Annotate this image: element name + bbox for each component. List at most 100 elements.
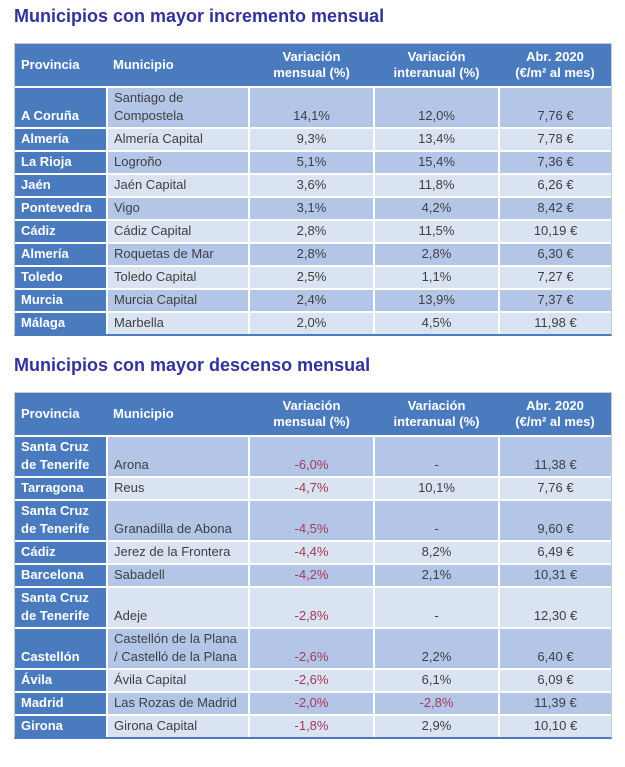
municipio-cell: Jaén Capital bbox=[106, 173, 250, 198]
section-incremento: Municipios con mayor incremento mensual … bbox=[14, 5, 612, 336]
descenso-table: Provincia Municipio Variación mensual (%)… bbox=[15, 393, 611, 737]
variacion-interanual-cell: 2,9% bbox=[373, 714, 500, 737]
variacion-mensual-cell: 2,0% bbox=[248, 311, 375, 334]
provincia-cell: Almería bbox=[15, 127, 108, 152]
table-row: Almería Almería Capital 9,3% 13,4% 7,78 … bbox=[15, 127, 611, 152]
variacion-interanual-cell: 11,8% bbox=[373, 173, 500, 198]
section-title-incremento: Municipios con mayor incremento mensual bbox=[14, 6, 385, 26]
col-header-variacion-mensual: Variación mensual (%) bbox=[249, 44, 374, 87]
variacion-mensual-cell: -2,0% bbox=[248, 691, 375, 716]
table-row: Tarragona Reus -4,7% 10,1% 7,76 € bbox=[15, 476, 611, 501]
provincia-cell: Girona bbox=[15, 714, 108, 737]
table-row: Cádiz Jerez de la Frontera -4,4% 8,2% 6,… bbox=[15, 540, 611, 565]
provincia-cell: Pontevedra bbox=[15, 196, 108, 221]
precio-cell: 7,76 € bbox=[498, 86, 611, 129]
col-header-interanual-line2: interanual (%) bbox=[393, 65, 480, 80]
variacion-interanual-cell: -2,8% bbox=[373, 691, 500, 716]
precio-cell: 10,10 € bbox=[498, 714, 611, 737]
table-row: Ávila Ávila Capital -2,6% 6,1% 6,09 € bbox=[15, 668, 611, 693]
precio-cell: 7,37 € bbox=[498, 288, 611, 313]
col-header-interanual-line2: interanual (%) bbox=[393, 414, 480, 429]
variacion-interanual-cell: 2,8% bbox=[373, 242, 500, 267]
precio-cell: 6,40 € bbox=[498, 627, 611, 670]
header-row: Provincia Municipio Variación mensual (%)… bbox=[15, 393, 611, 436]
municipio-cell: Granadilla de Abona bbox=[106, 499, 250, 542]
provincia-cell: Castellón bbox=[15, 627, 108, 670]
variacion-mensual-cell: -1,8% bbox=[248, 714, 375, 737]
variacion-interanual-cell: 11,5% bbox=[373, 219, 500, 244]
precio-cell: 7,76 € bbox=[498, 476, 611, 501]
precio-cell: 7,78 € bbox=[498, 127, 611, 152]
precio-cell: 10,19 € bbox=[498, 219, 611, 244]
table-row: Santa Cruz de Tenerife Arona -6,0% - 11,… bbox=[15, 435, 611, 478]
variacion-interanual-cell: 8,2% bbox=[373, 540, 500, 565]
provincia-cell: Tarragona bbox=[15, 476, 108, 501]
municipio-cell: Roquetas de Mar bbox=[106, 242, 250, 267]
variacion-interanual-cell: 13,9% bbox=[373, 288, 500, 313]
variacion-mensual-cell: -6,0% bbox=[248, 435, 375, 478]
municipio-cell: Adeje bbox=[106, 586, 250, 629]
variacion-mensual-cell: -2,8% bbox=[248, 586, 375, 629]
incremento-table-body: A Coruña Santiago de Compostela 14,1% 12… bbox=[15, 86, 611, 334]
municipio-cell: Cádiz Capital bbox=[106, 219, 250, 244]
col-header-variacion-interanual: Variación interanual (%) bbox=[374, 393, 499, 436]
variacion-mensual-cell: -4,2% bbox=[248, 563, 375, 588]
variacion-interanual-cell: - bbox=[373, 499, 500, 542]
municipio-cell: Toledo Capital bbox=[106, 265, 250, 290]
table-row: Santa Cruz de Tenerife Granadilla de Abo… bbox=[15, 499, 611, 542]
variacion-interanual-cell: 12,0% bbox=[373, 86, 500, 129]
municipio-cell: Ávila Capital bbox=[106, 668, 250, 693]
variacion-interanual-cell: - bbox=[373, 586, 500, 629]
provincia-cell: Cádiz bbox=[15, 219, 108, 244]
col-header-interanual-line1: Variación bbox=[407, 398, 466, 413]
col-header-provincia-label: Provincia bbox=[21, 57, 80, 72]
variacion-mensual-cell: 2,8% bbox=[248, 242, 375, 267]
variacion-mensual-cell: 5,1% bbox=[248, 150, 375, 175]
municipio-cell: Vigo bbox=[106, 196, 250, 221]
table-row: Jaén Jaén Capital 3,6% 11,8% 6,26 € bbox=[15, 173, 611, 198]
municipio-cell: Castellón de la Plana / Castelló de la P… bbox=[106, 627, 250, 670]
variacion-interanual-cell: 1,1% bbox=[373, 265, 500, 290]
precio-cell: 6,49 € bbox=[498, 540, 611, 565]
municipio-cell: Girona Capital bbox=[106, 714, 250, 737]
precio-cell: 10,31 € bbox=[498, 563, 611, 588]
table-row: A Coruña Santiago de Compostela 14,1% 12… bbox=[15, 86, 611, 129]
variacion-interanual-cell: 2,2% bbox=[373, 627, 500, 670]
municipio-cell: Arona bbox=[106, 435, 250, 478]
col-header-precio-line1: Abr. 2020 bbox=[526, 49, 584, 64]
table-row: Girona Girona Capital -1,8% 2,9% 10,10 € bbox=[15, 714, 611, 737]
col-header-precio-line2: (€/m² al mes) bbox=[515, 414, 595, 429]
col-header-precio-line1: Abr. 2020 bbox=[526, 398, 584, 413]
descenso-table-body: Santa Cruz de Tenerife Arona -6,0% - 11,… bbox=[15, 435, 611, 737]
variacion-interanual-cell: - bbox=[373, 435, 500, 478]
table-row: Pontevedra Vigo 3,1% 4,2% 8,42 € bbox=[15, 196, 611, 221]
municipio-cell: Jerez de la Frontera bbox=[106, 540, 250, 565]
precio-cell: 9,60 € bbox=[498, 499, 611, 542]
table-row: Almería Roquetas de Mar 2,8% 2,8% 6,30 € bbox=[15, 242, 611, 267]
variacion-mensual-cell: 2,8% bbox=[248, 219, 375, 244]
municipio-cell: Logroño bbox=[106, 150, 250, 175]
variacion-mensual-cell: 9,3% bbox=[248, 127, 375, 152]
variacion-mensual-cell: -2,6% bbox=[248, 668, 375, 693]
provincia-cell: La Rioja bbox=[15, 150, 108, 175]
col-header-interanual-line1: Variación bbox=[407, 49, 466, 64]
precio-cell: 7,36 € bbox=[498, 150, 611, 175]
col-header-municipio: Municipio bbox=[107, 393, 249, 436]
precio-cell: 11,39 € bbox=[498, 691, 611, 716]
col-header-mensual-line1: Variación bbox=[282, 49, 341, 64]
table-row: Santa Cruz de Tenerife Adeje -2,8% - 12,… bbox=[15, 586, 611, 629]
variacion-mensual-cell: -4,4% bbox=[248, 540, 375, 565]
col-header-mensual-line2: mensual (%) bbox=[273, 65, 350, 80]
table-row: Toledo Toledo Capital 2,5% 1,1% 7,27 € bbox=[15, 265, 611, 290]
col-header-provincia: Provincia bbox=[15, 393, 107, 436]
provincia-cell: Santa Cruz de Tenerife bbox=[15, 586, 108, 629]
col-header-provincia: Provincia bbox=[15, 44, 107, 87]
precio-cell: 6,26 € bbox=[498, 173, 611, 198]
precio-cell: 11,98 € bbox=[498, 311, 611, 334]
provincia-cell: Toledo bbox=[15, 265, 108, 290]
variacion-mensual-cell: 3,1% bbox=[248, 196, 375, 221]
col-header-precio-line2: (€/m² al mes) bbox=[515, 65, 595, 80]
provincia-cell: Almería bbox=[15, 242, 108, 267]
precio-cell: 12,30 € bbox=[498, 586, 611, 629]
provincia-cell: A Coruña bbox=[15, 86, 108, 129]
